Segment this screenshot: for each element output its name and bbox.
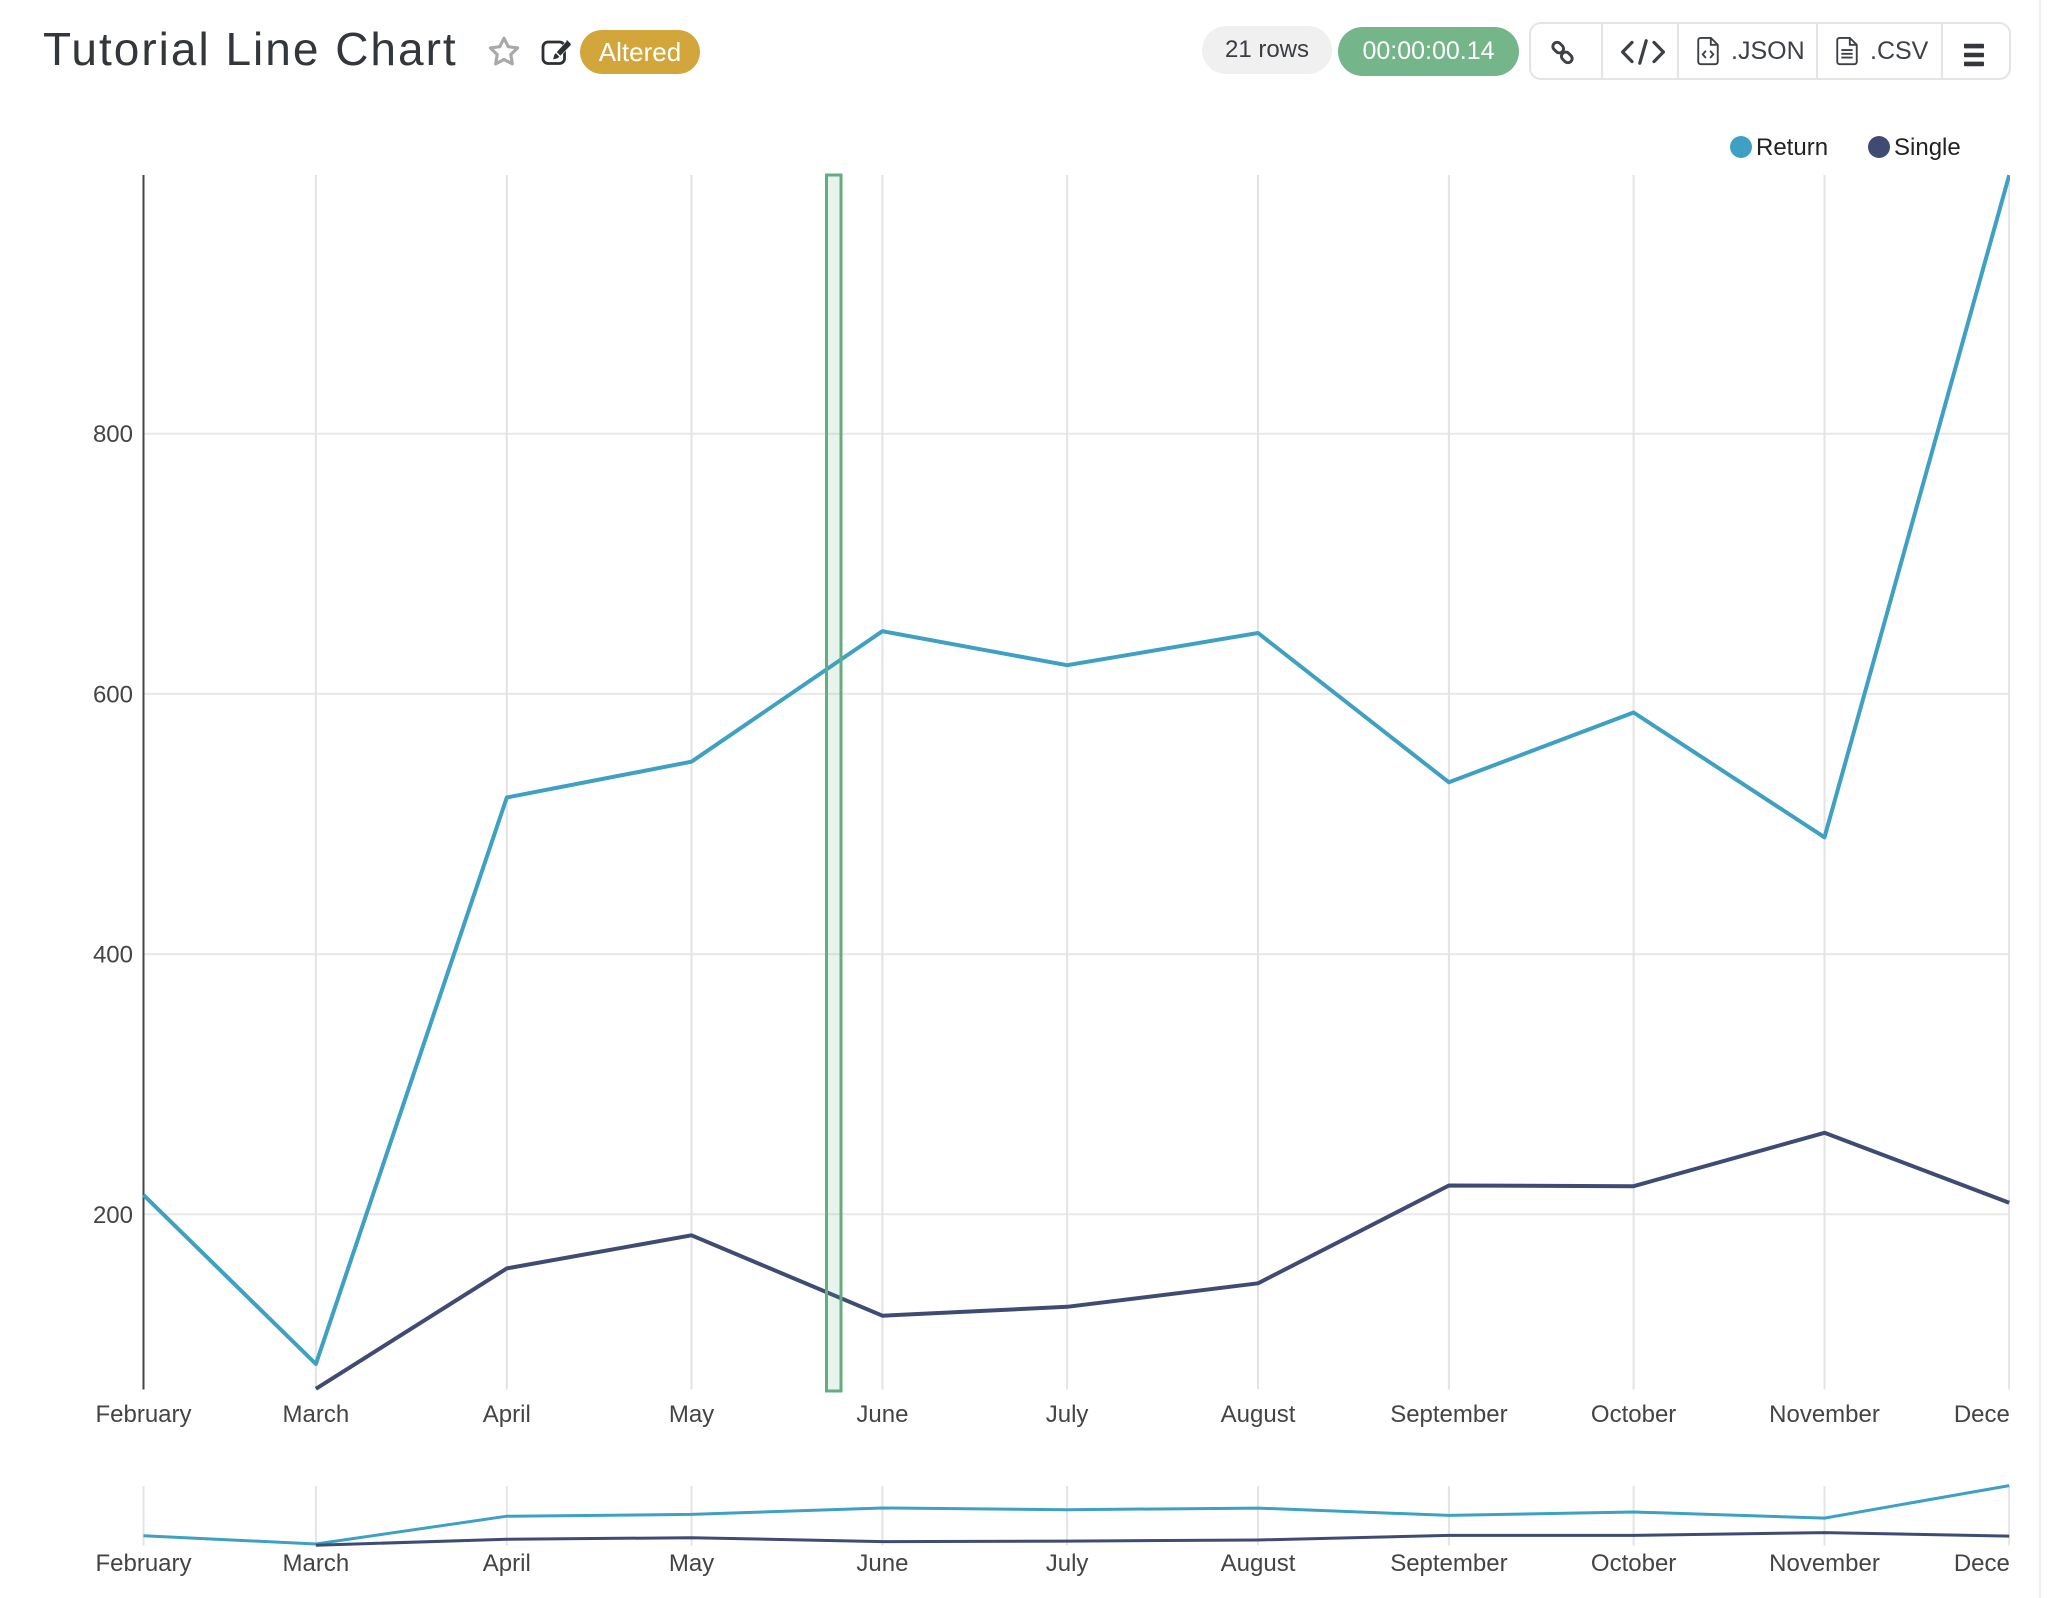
svg-text:Single: Single [1894,134,1961,161]
svg-text:July: July [1046,1550,1089,1577]
svg-text:December: December [1954,1401,2010,1428]
svg-text:October: October [1591,1550,1676,1577]
svg-text:November: November [1769,1401,1880,1428]
svg-text:August: August [1221,1550,1296,1577]
svg-text:October: October [1591,1401,1676,1428]
svg-text:July: July [1046,1401,1089,1428]
svg-text:April: April [483,1401,531,1428]
svg-text:800: 800 [93,421,133,448]
svg-text:August: August [1221,1401,1296,1428]
svg-text:February: February [95,1401,191,1428]
svg-text:June: June [856,1550,908,1577]
svg-text:September: September [1390,1550,1507,1577]
svg-text:February: February [95,1550,191,1577]
svg-text:200: 200 [93,1202,133,1229]
svg-text:May: May [669,1401,714,1428]
svg-text:March: March [283,1550,350,1577]
svg-text:April: April [483,1550,531,1577]
svg-text:June: June [856,1401,908,1428]
svg-text:November: November [1769,1550,1880,1577]
svg-text:600: 600 [93,681,133,708]
svg-text:March: March [283,1401,350,1428]
svg-text:May: May [669,1550,714,1577]
svg-text:Return: Return [1756,134,1828,161]
svg-text:400: 400 [93,942,133,969]
svg-text:December: December [1954,1550,2010,1577]
svg-text:September: September [1390,1401,1507,1428]
